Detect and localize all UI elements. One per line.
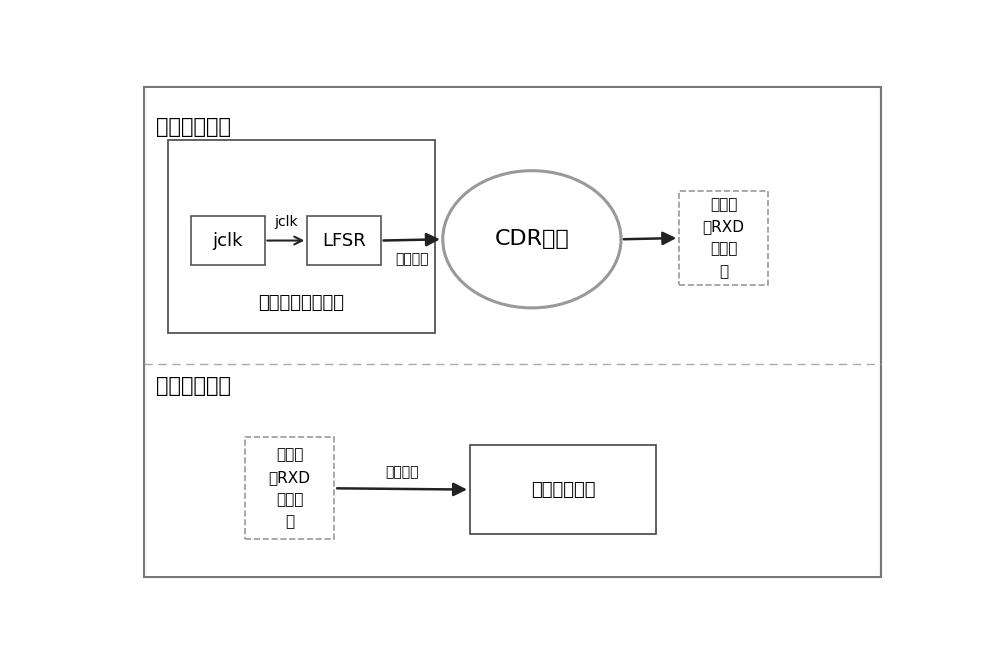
Text: 输出数
据RXD
文本文
件: 输出数 据RXD 文本文 件 [269,447,311,529]
FancyBboxPatch shape [147,88,878,576]
FancyBboxPatch shape [470,445,656,534]
Ellipse shape [443,171,621,308]
Text: 输出数
据RXD
文本文
件: 输出数 据RXD 文本文 件 [703,197,745,279]
Text: 一、电路仿真: 一、电路仿真 [156,117,231,137]
Text: 测试数据: 测试数据 [395,252,428,266]
FancyBboxPatch shape [168,140,435,333]
Text: 误码检测: 误码检测 [385,465,419,479]
FancyBboxPatch shape [245,438,334,539]
FancyBboxPatch shape [144,87,881,578]
Text: jclk: jclk [212,232,243,249]
Text: 二、误码检测: 二、误码检测 [156,376,231,397]
Text: LFSR: LFSR [322,232,366,249]
FancyBboxPatch shape [191,216,264,265]
Text: 测试数据产生模块: 测试数据产生模块 [258,294,344,312]
Text: CDR电路: CDR电路 [494,229,569,249]
Text: jclk: jclk [274,215,298,230]
FancyBboxPatch shape [307,216,381,265]
FancyBboxPatch shape [679,191,768,285]
Text: 误码检测模块: 误码检测模块 [531,480,595,498]
